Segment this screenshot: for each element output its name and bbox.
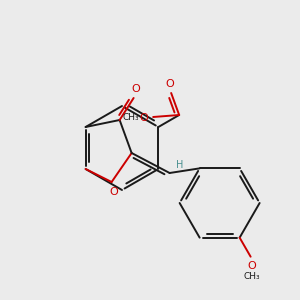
Text: O: O — [109, 187, 118, 197]
Text: O: O — [247, 261, 256, 271]
Text: O: O — [140, 113, 148, 123]
Text: CH₃: CH₃ — [123, 113, 140, 122]
Text: O: O — [131, 84, 140, 94]
Text: CH₃: CH₃ — [243, 272, 260, 281]
Text: H: H — [176, 160, 183, 170]
Text: O: O — [166, 79, 175, 89]
